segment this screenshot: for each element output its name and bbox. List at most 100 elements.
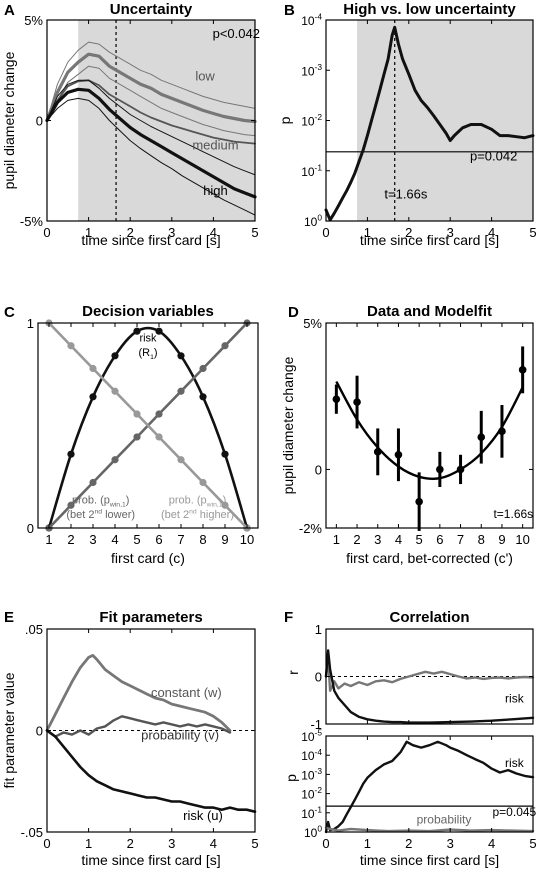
panel-e-title: Fit parameters (99, 609, 202, 626)
panel-d-x-tick-label: 1 (333, 532, 340, 547)
panel-letter-d: D (288, 304, 299, 321)
panel-f-bottom-annotation: probability (417, 813, 472, 827)
panel-c-marker (221, 342, 229, 350)
panel-b-y-tick-label: 10-2 (301, 112, 322, 128)
panel-d-x-tick-label: 4 (395, 532, 402, 547)
panel-b-x-tick-label: 1 (364, 225, 371, 240)
panel-f-top-y-axis-label: r (285, 670, 301, 675)
panel-d-y-axis-label: pupil diameter change (280, 356, 296, 494)
panel-c-marker (89, 393, 97, 401)
panel-d-data-point (332, 395, 341, 403)
panel-d-data-point (456, 465, 465, 474)
panel-c-marker (155, 433, 163, 441)
panel-f-bottom-y-tick-label: 100 (304, 824, 322, 840)
panel-c-annotation: (bet 2nd higher) (161, 508, 234, 520)
panel-d-x-axis-label: first card, bet-corrected (c') (346, 550, 513, 566)
panel-c-annotation: (bet 2nd lower) (66, 508, 135, 520)
panel-c-marker (133, 433, 141, 441)
panel-c-marker (199, 393, 207, 401)
panel-d-model-fit (335, 380, 524, 480)
panel-a-x-tick-label: 2 (127, 225, 134, 240)
panel-c-frame (37, 322, 259, 529)
panel-b-title: High vs. low uncertainty (343, 1, 516, 18)
panel-c-marker (89, 364, 97, 373)
panel-c-marker (199, 478, 207, 487)
panel-c-x-tick-label: 2 (67, 532, 74, 547)
panel-a-y-tick-label: -5% (20, 214, 44, 229)
panel-f-bottom-y-tick-label: 10-4 (301, 747, 322, 763)
panel-d-x-tick-label: 6 (436, 532, 443, 547)
panel-b-annotation: p=0.042 (470, 149, 517, 164)
panel-f-r-series-probability (324, 656, 535, 692)
panel-f-bottom-x-tick-label: 1 (364, 836, 371, 851)
panel-b-x-tick-label: 3 (447, 225, 454, 240)
panel-b-y-tick-label: 10-3 (301, 62, 322, 78)
panel-b-shaded-region (357, 20, 533, 221)
panel-c-x-tick-label: 8 (199, 532, 206, 547)
panel-c-marker (155, 410, 163, 418)
panel-c-marker (67, 501, 75, 509)
panel-f-p-series-probability (324, 826, 535, 833)
panel-c-x-axis-label: first card (c) (111, 550, 185, 566)
panel-f-bottom-y-axis-label: p (283, 774, 299, 782)
panel-d-data-point (415, 497, 423, 506)
panel-e-annotation: risk (u) (183, 808, 223, 823)
panel-a-title: Uncertainty (110, 1, 193, 18)
panel-d-data-point (373, 448, 382, 456)
panel-b-y-tick-label: 10-1 (301, 162, 322, 178)
panel-f-bottom-x-tick-label: 3 (447, 836, 454, 851)
panel-e-x-tick-label: 2 (127, 836, 134, 851)
panel-c-annotation: risk (139, 332, 157, 344)
panel-a-annotation: low (195, 68, 215, 83)
panel-d-data-point (353, 398, 361, 406)
panel-e-y-tick-label: 0 (36, 724, 43, 739)
panel-b-x-tick-label: 0 (322, 225, 329, 240)
panel-c-marker (111, 387, 119, 395)
panel-b-y-axis-label: p (277, 116, 293, 124)
panel-d-x-tick-label: 5 (416, 532, 423, 547)
panel-e-y-tick-label: -.05 (21, 825, 43, 840)
panel-a-y-tick-label: 5% (24, 13, 43, 28)
panel-c-annotation: (R1) (138, 347, 157, 361)
panel-e-x-tick-label: 4 (210, 836, 217, 851)
panel-letter-a: A (4, 2, 15, 19)
panel-f-bottom-x-tick-label: 4 (488, 836, 495, 851)
panel-d-y-tick-label: 5% (303, 316, 322, 331)
panel-a-annotation: p<0.042 (213, 26, 260, 41)
panel-a-series-medium (46, 79, 256, 145)
panel-letter-f: F (284, 609, 293, 626)
panel-e-annotation: constant (w) (151, 685, 222, 700)
panel-c-marker (133, 410, 141, 418)
panel-f-title: Correlation (389, 609, 469, 626)
panel-e-series-0 (45, 654, 232, 732)
panel-c-y-tick-label: 1 (27, 316, 34, 331)
panel-e-y-tick-label: .05 (25, 622, 43, 637)
panel-a-series-high-upper (46, 79, 256, 176)
panel-d-x-tick-label: 7 (457, 532, 464, 547)
panel-c-marker (89, 478, 97, 487)
panel-a-x-tick-label: 4 (210, 225, 217, 240)
panel-a-series-high-lower (46, 97, 256, 216)
panel-b-y-tick-label: 10-4 (301, 12, 322, 28)
panel-a-series-high (45, 87, 257, 199)
panel-f-bottom-x-tick-label: 2 (405, 836, 412, 851)
panel-f-bottom-x-tick-label: 0 (322, 836, 329, 851)
panel-e-annotation: probability (v) (141, 728, 219, 743)
panel-a-shaded-region (78, 20, 255, 221)
panel-b-x-tick-label: 4 (488, 225, 495, 240)
panel-letter-c: C (4, 304, 15, 321)
panel-d-data-point (436, 465, 444, 474)
panel-c-x-tick-label: 6 (155, 532, 162, 547)
panel-f-bottom-annotation: risk (505, 756, 525, 770)
panel-f-p-series-risk (324, 740, 535, 834)
panel-c-marker (111, 352, 119, 360)
panel-b-x-axis-label: time since first card [s] (360, 232, 499, 248)
panel-c-x-tick-label: 4 (111, 532, 118, 547)
panel-c-marker (67, 450, 75, 458)
panel-e-x-tick-label: 1 (85, 836, 92, 851)
panel-a-y-tick-label: 0 (36, 114, 43, 129)
panel-d-x-tick-label: 2 (353, 532, 360, 547)
panel-e-x-tick-label: 0 (43, 836, 50, 851)
panel-f-bottom-x-tick-label: 5 (529, 836, 536, 851)
